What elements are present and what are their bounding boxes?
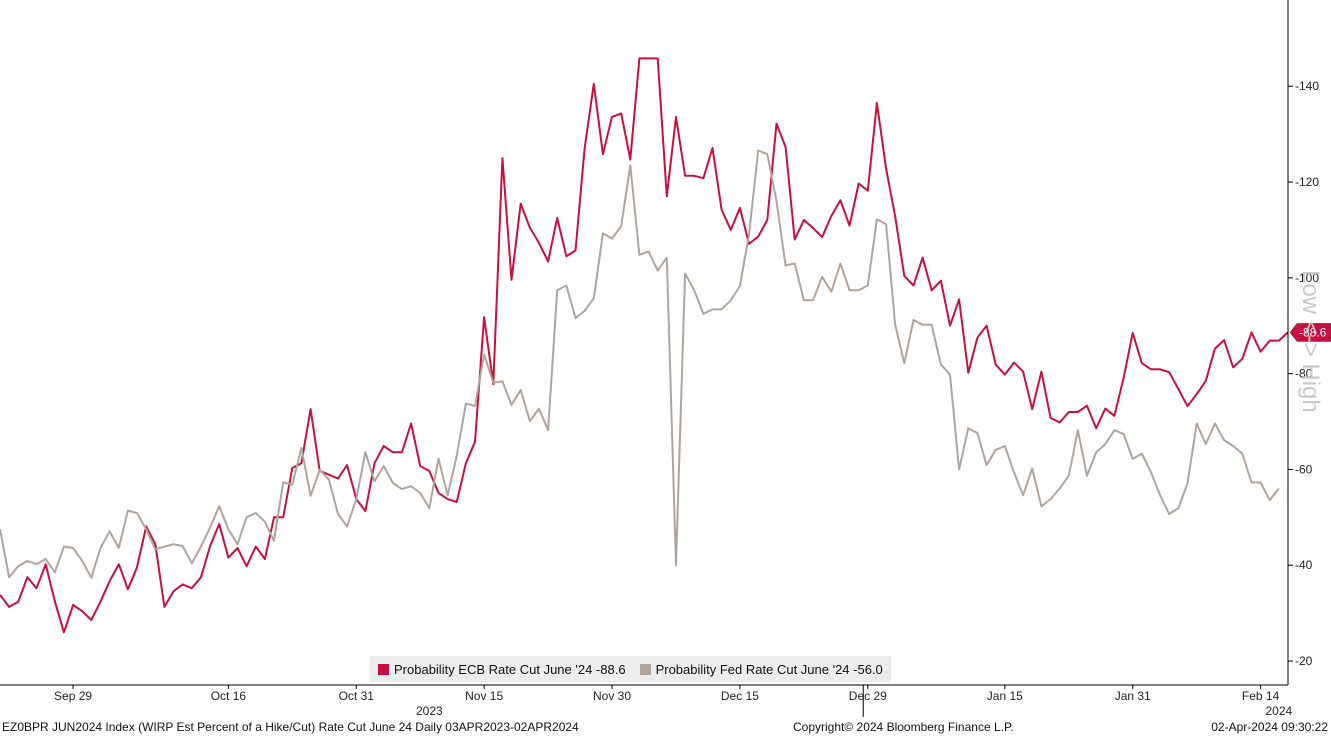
legend-item-fed: Probability Fed Rate Cut June '24 -56.0 (639, 661, 883, 677)
x-tick-label: Oct 31 (339, 689, 375, 703)
legend-label-fed: Probability Fed Rate Cut June '24 -56.0 (655, 661, 883, 677)
y-tick-label: -60 (1295, 462, 1313, 476)
x-tick-label: Nov 15 (465, 689, 503, 703)
x-year-label: 2024 (1266, 704, 1293, 718)
footer-description: EZ0BPR JUN2024 Index (WIRP Est Percent o… (2, 720, 579, 734)
x-tick-label: Oct 16 (211, 689, 247, 703)
y-tick-label: -20 (1295, 654, 1313, 668)
last-value-label-ecb: -88.6 (1299, 325, 1327, 339)
legend-swatch-ecb (378, 663, 389, 675)
y-tick-label: -120 (1295, 175, 1319, 189)
footer-timestamp: 02-Apr-2024 09:30:22 (1211, 720, 1328, 734)
axis-overlay-text: Low <-> High (1297, 270, 1324, 413)
legend-label-ecb: Probability ECB Rate Cut June '24 -88.6 (394, 661, 626, 677)
series-line-ecb (0, 57, 1289, 634)
x-tick-label: Dec 15 (721, 689, 759, 703)
series-line-fed (0, 149, 1280, 579)
x-tick-label: Dec 29 (849, 689, 887, 703)
y-tick-label: -140 (1295, 79, 1319, 93)
last-value-label-fed: -56.0 (1299, 0, 1327, 3)
x-tick-label: Sep 29 (54, 689, 92, 703)
y-tick-label: -40 (1295, 558, 1313, 572)
y-tick-label: -80 (1295, 367, 1313, 381)
x-tick-label: Jan 31 (1115, 689, 1151, 703)
series-layer (0, 57, 1289, 634)
footer-copyright: Copyright© 2024 Bloomberg Finance L.P. (793, 720, 1014, 734)
y-tick-label: -100 (1295, 271, 1319, 285)
x-tick-label: Feb 14 (1242, 689, 1280, 703)
chart-legend: Probability ECB Rate Cut June '24 -88.6 … (370, 656, 891, 682)
legend-swatch-fed (639, 663, 651, 675)
x-tick-label: Nov 30 (593, 689, 631, 703)
x-tick-label: Jan 15 (987, 689, 1023, 703)
axis-layer: -20 -40 -60 -80 -100 -120 -140 Sep 29 Oct 16 Oct … (0, 0, 1331, 718)
last-value-flag-ecb (1289, 323, 1331, 342)
legend-item-ecb: Probability ECB Rate Cut June '24 -88.6 (378, 662, 626, 677)
x-year-label: 2023 (416, 704, 443, 718)
